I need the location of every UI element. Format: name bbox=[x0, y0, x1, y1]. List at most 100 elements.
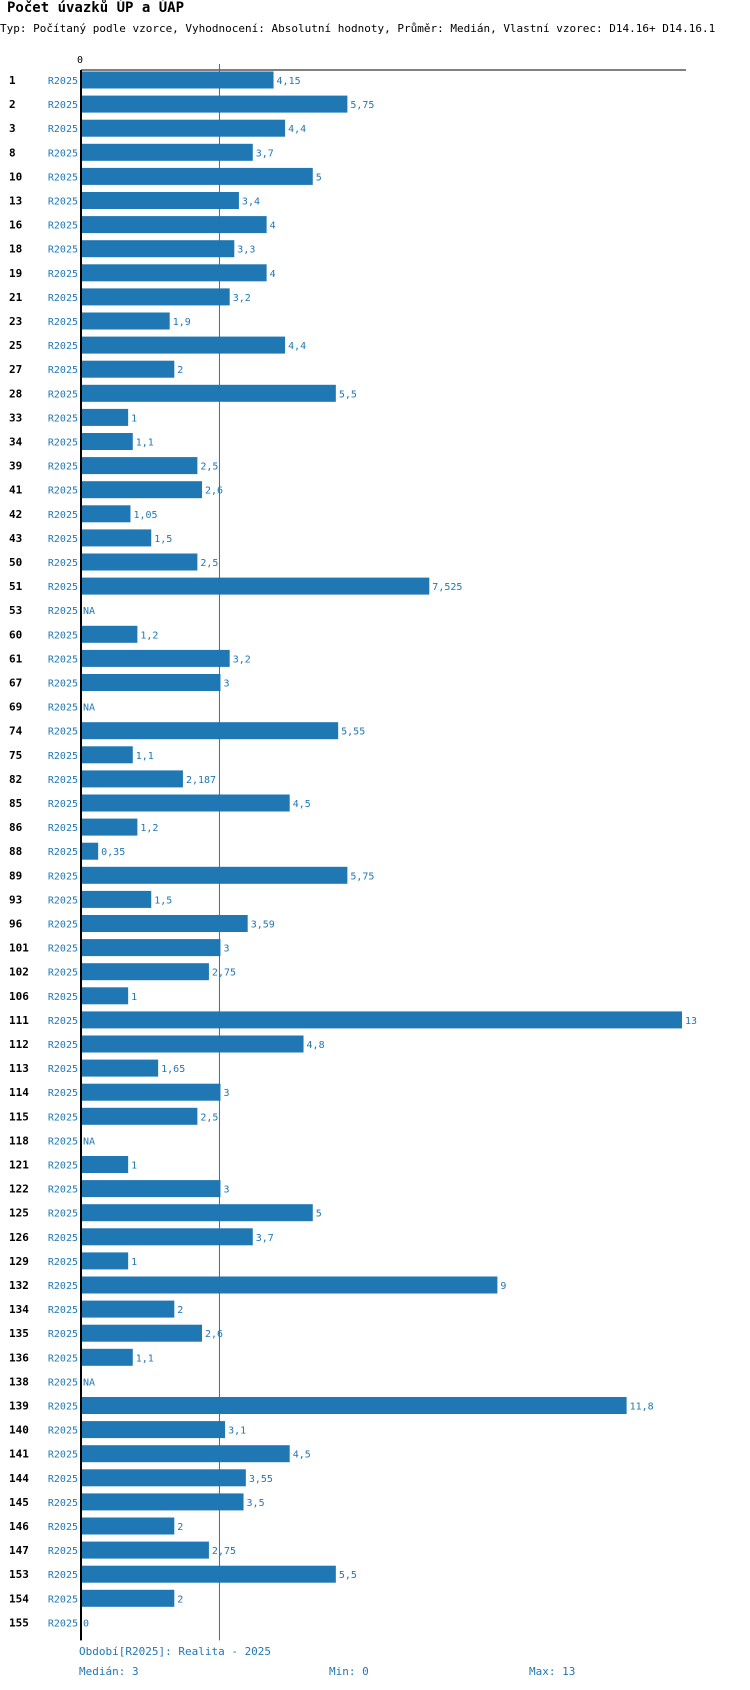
bar bbox=[82, 71, 274, 89]
row-id-label: 67 bbox=[9, 677, 22, 690]
row-id-label: 85 bbox=[9, 797, 22, 810]
row-period-label: R2025 bbox=[48, 221, 78, 232]
bar-value-label: 3,3 bbox=[237, 245, 255, 256]
bar bbox=[82, 1348, 133, 1366]
row-id-label: 8 bbox=[9, 146, 16, 159]
row-period-label: R2025 bbox=[48, 871, 78, 882]
row-period-label: R2025 bbox=[48, 365, 78, 376]
row-period-label: R2025 bbox=[48, 606, 78, 617]
row-id-label: 96 bbox=[9, 918, 23, 931]
row-id-label: 125 bbox=[9, 1207, 29, 1220]
bar-value-label: 1 bbox=[131, 992, 137, 1003]
bar bbox=[82, 1011, 682, 1029]
row-id-label: 106 bbox=[9, 990, 29, 1003]
bar-value-label: 3,7 bbox=[256, 148, 274, 159]
bar bbox=[82, 95, 348, 113]
row-id-label: 147 bbox=[9, 1544, 29, 1557]
row-id-label: 153 bbox=[9, 1568, 29, 1581]
bar-value-label: 1,5 bbox=[154, 534, 172, 545]
bar bbox=[82, 192, 239, 209]
row-period-label: R2025 bbox=[48, 389, 78, 400]
row-period-label: R2025 bbox=[48, 654, 78, 665]
row-id-label: 145 bbox=[9, 1496, 29, 1509]
row-id-label: 136 bbox=[9, 1351, 29, 1364]
row-period-label: R2025 bbox=[48, 751, 78, 762]
row-id-label: 154 bbox=[9, 1592, 29, 1605]
bar-value-label: 3 bbox=[223, 1088, 229, 1099]
bar-value-label: 1,5 bbox=[154, 895, 172, 906]
row-period-label: R2025 bbox=[48, 1305, 78, 1316]
bar bbox=[82, 1252, 129, 1270]
bar bbox=[82, 360, 175, 378]
row-period-label: R2025 bbox=[48, 1161, 78, 1172]
row-id-label: 93 bbox=[9, 893, 22, 906]
row-period-label: R2025 bbox=[48, 148, 78, 159]
row-period-label: R2025 bbox=[48, 1281, 78, 1292]
row-period-label: R2025 bbox=[48, 1522, 78, 1533]
row-period-label: R2025 bbox=[48, 1112, 78, 1123]
bar-value-label: 2,187 bbox=[186, 775, 216, 786]
bar-value-label: 2,5 bbox=[200, 1112, 218, 1123]
row-id-label: 41 bbox=[9, 484, 23, 497]
bar-value-label: 1 bbox=[131, 1161, 137, 1172]
row-id-label: 126 bbox=[9, 1231, 29, 1244]
row-period-label: R2025 bbox=[48, 1594, 78, 1605]
bar-value-label: 3 bbox=[223, 679, 229, 690]
bar bbox=[82, 240, 235, 258]
row-period-label: R2025 bbox=[48, 1498, 78, 1509]
row-id-label: 135 bbox=[9, 1327, 29, 1340]
bar bbox=[82, 1589, 175, 1607]
row-period-label: R2025 bbox=[48, 1016, 78, 1027]
x-axis-zero-tick-label: 0 bbox=[77, 55, 83, 66]
bar-value-label: 2,5 bbox=[200, 462, 218, 473]
bar-value-label: 5,55 bbox=[341, 727, 365, 738]
row-period-label: R2025 bbox=[48, 895, 78, 906]
bar-value-label: 2 bbox=[177, 1305, 183, 1316]
bar-value-label: 5,75 bbox=[350, 100, 374, 111]
row-id-label: 74 bbox=[9, 725, 23, 738]
bar bbox=[82, 384, 336, 402]
row-period-label: R2025 bbox=[48, 1233, 78, 1244]
bar-value-label: NA bbox=[83, 1136, 95, 1147]
row-period-label: R2025 bbox=[48, 510, 78, 521]
row-period-label: R2025 bbox=[48, 317, 78, 328]
row-period-label: R2025 bbox=[48, 293, 78, 304]
row-period-label: R2025 bbox=[48, 413, 78, 424]
bar-value-label: 13 bbox=[685, 1016, 697, 1027]
bar-value-label: 1,9 bbox=[173, 317, 191, 328]
row-period-label: R2025 bbox=[48, 1185, 78, 1196]
bar-value-label: 1,05 bbox=[133, 510, 157, 521]
row-id-label: 144 bbox=[9, 1472, 29, 1485]
row-id-label: 101 bbox=[9, 942, 29, 955]
footer-min: Min: 0 bbox=[329, 1665, 369, 1678]
row-id-label: 118 bbox=[9, 1134, 29, 1147]
row-period-label: R2025 bbox=[48, 1257, 78, 1268]
bar-value-label: 2 bbox=[177, 1594, 183, 1605]
bar-value-label: 2,5 bbox=[200, 558, 218, 569]
row-period-label: R2025 bbox=[48, 1450, 78, 1461]
bar bbox=[82, 1204, 313, 1222]
row-id-label: 43 bbox=[9, 532, 22, 545]
row-id-label: 19 bbox=[9, 267, 22, 280]
row-period-label: R2025 bbox=[48, 799, 78, 810]
row-id-label: 114 bbox=[9, 1086, 29, 1099]
bar bbox=[82, 457, 198, 475]
row-id-label: 86 bbox=[9, 821, 23, 834]
row-period-label: R2025 bbox=[48, 1426, 78, 1437]
bar bbox=[82, 167, 313, 185]
row-period-label: R2025 bbox=[48, 727, 78, 738]
row-period-label: R2025 bbox=[48, 486, 78, 497]
bar-value-label: 4,5 bbox=[293, 1450, 311, 1461]
bar-value-label: 5,5 bbox=[339, 389, 357, 400]
bar-value-label: 4,8 bbox=[307, 1040, 325, 1051]
bar bbox=[82, 1276, 498, 1294]
bar-value-label: 7,525 bbox=[432, 582, 462, 593]
row-id-label: 121 bbox=[9, 1159, 29, 1172]
row-id-label: 146 bbox=[9, 1520, 29, 1533]
bar-value-label: 0,35 bbox=[101, 847, 125, 858]
row-period-label: R2025 bbox=[48, 920, 78, 931]
footer-period-note: Období[R2025]: Realita - 2025 bbox=[79, 1645, 272, 1658]
bar bbox=[82, 794, 290, 812]
row-period-label: R2025 bbox=[48, 582, 78, 593]
